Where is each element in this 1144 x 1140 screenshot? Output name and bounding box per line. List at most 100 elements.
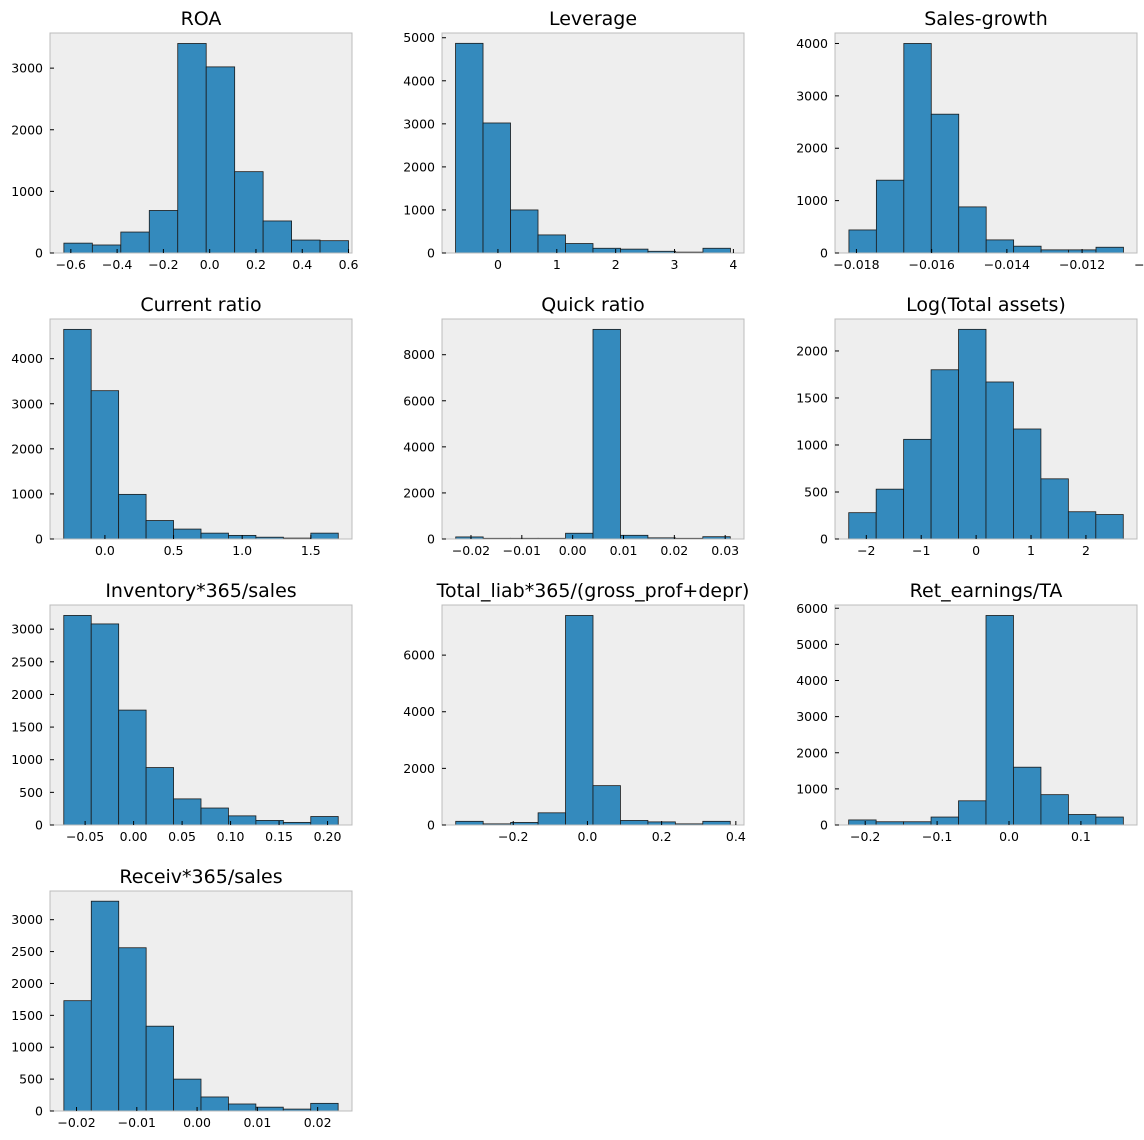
histogram-bar xyxy=(455,42,484,254)
y-tick-label: 500 xyxy=(19,785,43,800)
histogram-panel: −0.6 −0.4 −0.2 0.0 0.2 0.4 0.6 0 1000 2000 3000 ROA xyxy=(11,8,358,272)
histogram-bar xyxy=(1068,814,1097,826)
y-tick-label: 2000 xyxy=(11,122,43,137)
x-tick-label: 0.01 xyxy=(610,543,638,558)
histogram-bar xyxy=(1013,245,1042,254)
x-tick-label: −0.016 xyxy=(909,257,955,272)
x-tick-label: 0.05 xyxy=(168,829,196,844)
histogram-bar xyxy=(702,820,731,826)
y-tick-label: 1000 xyxy=(796,437,828,452)
histogram-bar xyxy=(848,819,877,826)
histogram-bar xyxy=(565,532,594,540)
histogram-bar xyxy=(228,815,257,826)
histogram-bar xyxy=(565,615,594,826)
x-tick-label: −0.1 xyxy=(922,829,952,844)
histogram-bar xyxy=(145,767,174,826)
y-tick-label: 0 xyxy=(35,532,43,547)
x-tick-label: 1 xyxy=(1027,543,1035,558)
x-tick-label: 0.02 xyxy=(304,1115,332,1130)
y-tick-label: 1500 xyxy=(11,1008,43,1023)
y-tick-label: 1000 xyxy=(11,184,43,199)
axes-frame xyxy=(49,604,353,826)
y-tick-label: 0 xyxy=(427,246,435,261)
histogram-bar xyxy=(592,328,621,540)
histogram-bar xyxy=(177,43,207,254)
histogram-bar xyxy=(90,623,120,826)
histogram-bar xyxy=(90,390,120,540)
histogram-bar xyxy=(145,1025,174,1112)
histogram-bar xyxy=(173,1078,202,1112)
x-tick-label: −0.6 xyxy=(56,257,86,272)
y-tick-label: 4000 xyxy=(403,704,435,719)
histogram-bar xyxy=(903,43,932,254)
histogram-bar xyxy=(592,785,621,826)
histogram-panel: 0 1 2 3 4 0 1000 2000 3000 4000 5000 Leverage xyxy=(403,8,745,272)
y-tick-label: 2000 xyxy=(11,687,43,702)
x-tick-label: 4 xyxy=(729,257,737,272)
x-tick-label: 0.2 xyxy=(652,829,672,844)
x-tick-label: −0.02 xyxy=(452,543,490,558)
chart-title: Quick ratio xyxy=(541,294,645,316)
x-tick-label: 0.1 xyxy=(1071,829,1091,844)
y-tick-label: 2000 xyxy=(403,485,435,500)
histogram-bar xyxy=(148,210,179,254)
y-tick-label: 0 xyxy=(427,818,435,833)
histogram-panel: −2 −1 0 1 2 0 500 1000 1500 2000 Log(Total assets) xyxy=(796,294,1138,558)
x-tick-label: −0.2 xyxy=(850,829,880,844)
x-tick-label: 2 xyxy=(1082,543,1090,558)
y-tick-label: 1000 xyxy=(11,486,43,501)
axes-frame xyxy=(834,32,1138,254)
histogram-bar xyxy=(985,615,1014,826)
axes-frame xyxy=(441,32,745,254)
x-tick-label: 0 xyxy=(972,543,980,558)
histogram-bar xyxy=(620,248,649,254)
y-tick-label: 0 xyxy=(820,818,828,833)
x-tick-label: −0.01 xyxy=(118,1115,156,1130)
y-tick-label: 4000 xyxy=(796,673,828,688)
y-tick-label: 5000 xyxy=(796,637,828,652)
chart-title: Current ratio xyxy=(140,294,261,316)
histogram-bar xyxy=(875,179,905,254)
histogram-panel: −0.2 0.0 0.2 0.4 0 2000 4000 6000 Total_liab*365… xyxy=(403,580,749,844)
histogram-bar xyxy=(702,247,731,254)
axes-frame xyxy=(49,32,353,254)
x-tick-label: 0.20 xyxy=(314,829,342,844)
histogram-bar xyxy=(620,534,649,540)
histogram-bar xyxy=(118,947,147,1112)
histogram-bar xyxy=(510,209,539,254)
histogram-bar xyxy=(958,206,987,254)
x-tick-label: −1 xyxy=(912,543,930,558)
histogram-bar xyxy=(848,229,877,254)
histogram-bar xyxy=(310,532,339,540)
x-tick-label: 0.03 xyxy=(711,543,739,558)
histogram-bar xyxy=(958,328,987,540)
histogram-bar xyxy=(875,488,905,540)
y-tick-label: 0 xyxy=(427,532,435,547)
x-tick-label: −0.01 xyxy=(503,543,541,558)
histogram-bar xyxy=(200,532,229,540)
x-tick-label: 0.4 xyxy=(292,257,312,272)
x-tick-label: −2 xyxy=(857,543,875,558)
x-tick-label: 0.0 xyxy=(95,543,115,558)
histogram-bar xyxy=(262,220,293,254)
histogram-bar xyxy=(200,807,229,826)
histogram-bar xyxy=(173,798,202,826)
chart-title: Leverage xyxy=(549,8,637,30)
y-tick-label: 1000 xyxy=(11,1040,43,1055)
x-tick-label: 0.00 xyxy=(183,1115,211,1130)
y-tick-label: 4000 xyxy=(403,439,435,454)
histogram-bar xyxy=(1095,514,1124,540)
x-tick-label: 1.0 xyxy=(232,543,252,558)
axes-frame xyxy=(49,318,353,540)
histogram-bar xyxy=(1095,246,1124,254)
chart-title: Log(Total assets) xyxy=(906,294,1066,316)
histogram-panel: −0.018 −0.016 −0.014 −0.012 −0.010 0 1000 2000 3… xyxy=(796,8,1144,272)
y-tick-label: 2500 xyxy=(11,654,43,669)
histogram-bar xyxy=(200,1096,229,1112)
y-tick-label: 4000 xyxy=(11,351,43,366)
histogram-bar xyxy=(620,820,649,826)
y-tick-label: 5000 xyxy=(403,30,435,45)
histogram-bar xyxy=(310,816,339,826)
x-tick-label: −0.018 xyxy=(833,257,879,272)
